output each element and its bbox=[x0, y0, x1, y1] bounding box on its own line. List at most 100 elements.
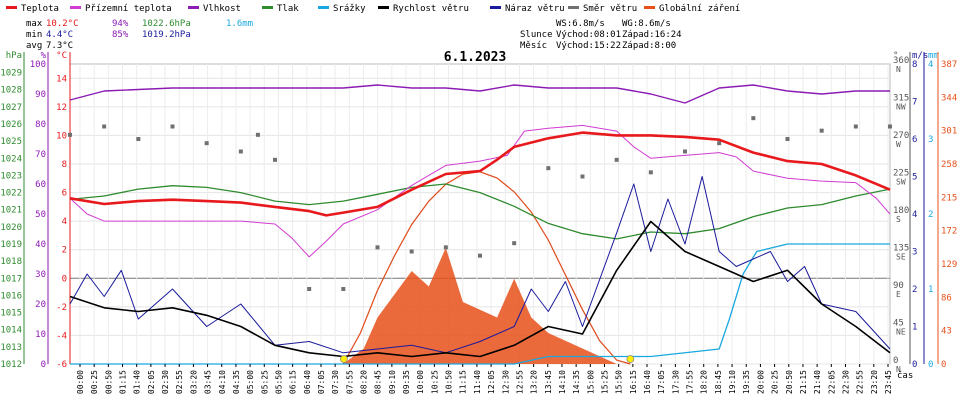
hpa-axis-tick-label: 1012 bbox=[0, 360, 22, 370]
x-tick-label: 05:50 bbox=[274, 370, 283, 394]
x-tick-label: 21:40 bbox=[813, 370, 822, 394]
hpa-axis-tick-label: 1020 bbox=[0, 223, 22, 233]
hpa-axis-tick-label: 1017 bbox=[0, 274, 22, 284]
direction-axis-tick-dir: SW bbox=[896, 178, 906, 187]
percent-axis-tick-label: 90 bbox=[35, 90, 46, 100]
x-tick-label: 00:50 bbox=[104, 370, 113, 394]
x-tick-label: 00:00 bbox=[76, 370, 85, 394]
rain-axis-tick-label: 2 bbox=[928, 210, 933, 220]
legend-swatch bbox=[188, 6, 199, 9]
direction-axis-tick-label: 135 bbox=[893, 244, 909, 254]
radiation-axis-tick-label: 43 bbox=[941, 327, 952, 337]
temp-axis-tick-label: 12 bbox=[56, 103, 67, 113]
hpa-axis-tick-label: 1026 bbox=[0, 120, 22, 130]
temp-axis-tick-label: 8 bbox=[62, 160, 67, 170]
hpa-axis-tick-label: 1019 bbox=[0, 240, 22, 250]
direction-axis-tick-label: 90 bbox=[893, 281, 904, 291]
x-tick-label: 05:25 bbox=[260, 370, 269, 394]
stat-label: min bbox=[26, 30, 42, 40]
x-tick-label: 07:05 bbox=[317, 370, 326, 394]
x-axis-label: čas bbox=[897, 370, 913, 381]
direction-axis-tick-label: 180 bbox=[893, 206, 909, 216]
wind-direction-point bbox=[819, 128, 824, 133]
series-teplota bbox=[69, 131, 891, 217]
x-tick-label: 22:05 bbox=[827, 370, 836, 394]
stat-value: 1019.2hPa bbox=[142, 30, 191, 40]
hpa-axis-tick-label: 1029 bbox=[0, 69, 22, 79]
wind-direction-point bbox=[512, 241, 517, 246]
wind-direction-point bbox=[255, 132, 260, 137]
x-tick-label: 22:55 bbox=[856, 370, 865, 394]
stats-block: max 10.2°C 94% 1022.6hPa 1.6mm min 4.4°C 85% 101… bbox=[26, 19, 253, 51]
speed-axis-tick-label: 3 bbox=[912, 248, 917, 258]
info-wg: WG:8.6m/s bbox=[622, 19, 671, 29]
plot-series bbox=[68, 84, 892, 365]
x-tick-label: 19:35 bbox=[742, 370, 751, 394]
direction-axis-tick-label: 0 bbox=[893, 356, 898, 366]
legend-label: Směr větru bbox=[583, 4, 637, 14]
wind-direction-point bbox=[751, 116, 756, 121]
temp-axis-tick-label: -6 bbox=[56, 360, 67, 370]
legend-swatch bbox=[6, 6, 17, 9]
wind-direction-point bbox=[580, 174, 585, 179]
wind-direction-point bbox=[204, 141, 209, 146]
speed-axis-tick-label: 2 bbox=[912, 285, 917, 295]
wind-direction-point bbox=[683, 149, 687, 154]
wind-direction-point bbox=[68, 132, 72, 137]
wind-direction-point bbox=[853, 124, 858, 129]
rain-axis-tick-label: 3 bbox=[928, 135, 933, 145]
info-moon-rise: Východ:15:22 bbox=[556, 41, 621, 51]
direction-axis-unit: ° bbox=[893, 51, 898, 61]
legend-label: Náraz větru bbox=[505, 4, 565, 14]
sun-moon-info: WS:6.8m/s WG:8.6m/s Slunce Východ:08:01 Zápa… bbox=[520, 19, 682, 51]
axes: hPa1029102810271026102510241023102210211… bbox=[0, 51, 957, 374]
percent-axis-tick-label: 30 bbox=[35, 270, 46, 280]
stat-value: 7.3°C bbox=[46, 41, 73, 51]
series-vlhkost bbox=[69, 84, 890, 104]
x-tick-label: 17:05 bbox=[657, 370, 666, 394]
x-tick-label: 20:25 bbox=[771, 370, 780, 394]
stat-value: 10.2°C bbox=[46, 19, 79, 29]
radiation-axis-tick-label: 129 bbox=[941, 260, 957, 270]
legend-swatch bbox=[378, 6, 389, 9]
x-tick-label: 04:10 bbox=[218, 370, 227, 394]
chart-title: 6.1.2023 bbox=[444, 50, 507, 65]
temp-axis-tick-label: -4 bbox=[56, 331, 67, 341]
wind-direction-point bbox=[546, 166, 551, 171]
series-teoreticke-zareni bbox=[342, 171, 631, 365]
radiation-axis-tick-label: 258 bbox=[941, 160, 957, 170]
stat-value: 4.4°C bbox=[46, 30, 73, 40]
legend-swatch bbox=[644, 6, 655, 9]
wind-direction-point bbox=[614, 157, 619, 162]
temp-axis-tick-label: 6 bbox=[62, 189, 67, 199]
direction-axis-tick-label: 360 bbox=[893, 56, 909, 66]
stat-label: max bbox=[26, 19, 43, 29]
temp-axis-tick-label: 0 bbox=[62, 274, 67, 284]
temp-axis-tick-label: -2 bbox=[56, 303, 67, 313]
x-tick-label: 05:00 bbox=[246, 370, 255, 394]
series-p-zemn-teplota bbox=[69, 124, 891, 258]
x-tick-label: 10:00 bbox=[416, 370, 425, 394]
speed-axis-unit: m/s bbox=[912, 51, 928, 61]
temp-axis-tick-label: 2 bbox=[62, 246, 67, 256]
wind-direction-point bbox=[170, 124, 175, 129]
temp-axis-tick-label: 14 bbox=[56, 74, 67, 84]
direction-axis-tick-dir: E bbox=[896, 290, 901, 299]
radiation-axis-tick-label: 344 bbox=[941, 93, 957, 103]
x-tick-label: 23:20 bbox=[870, 370, 879, 394]
stat-value: 1.6mm bbox=[226, 19, 253, 29]
hpa-axis-tick-label: 1015 bbox=[0, 309, 22, 319]
hpa-axis-tick-label: 1016 bbox=[0, 291, 22, 301]
x-tick-label: 09:10 bbox=[388, 370, 397, 394]
speed-axis-tick-label: 4 bbox=[912, 210, 917, 220]
hpa-axis-tick-label: 1021 bbox=[0, 206, 22, 216]
x-tick-label: 02:05 bbox=[147, 370, 156, 394]
x-tick-label: 18:20 bbox=[700, 370, 709, 394]
wind-direction-point bbox=[375, 245, 380, 250]
direction-axis-tick-dir: W bbox=[896, 140, 901, 149]
rain-axis-tick-label: 4 bbox=[928, 60, 933, 70]
info-sun-rise: Východ:08:01 bbox=[556, 30, 621, 40]
direction-axis-tick-dir: NE bbox=[896, 328, 906, 337]
x-tick-label: 06:40 bbox=[303, 370, 312, 394]
